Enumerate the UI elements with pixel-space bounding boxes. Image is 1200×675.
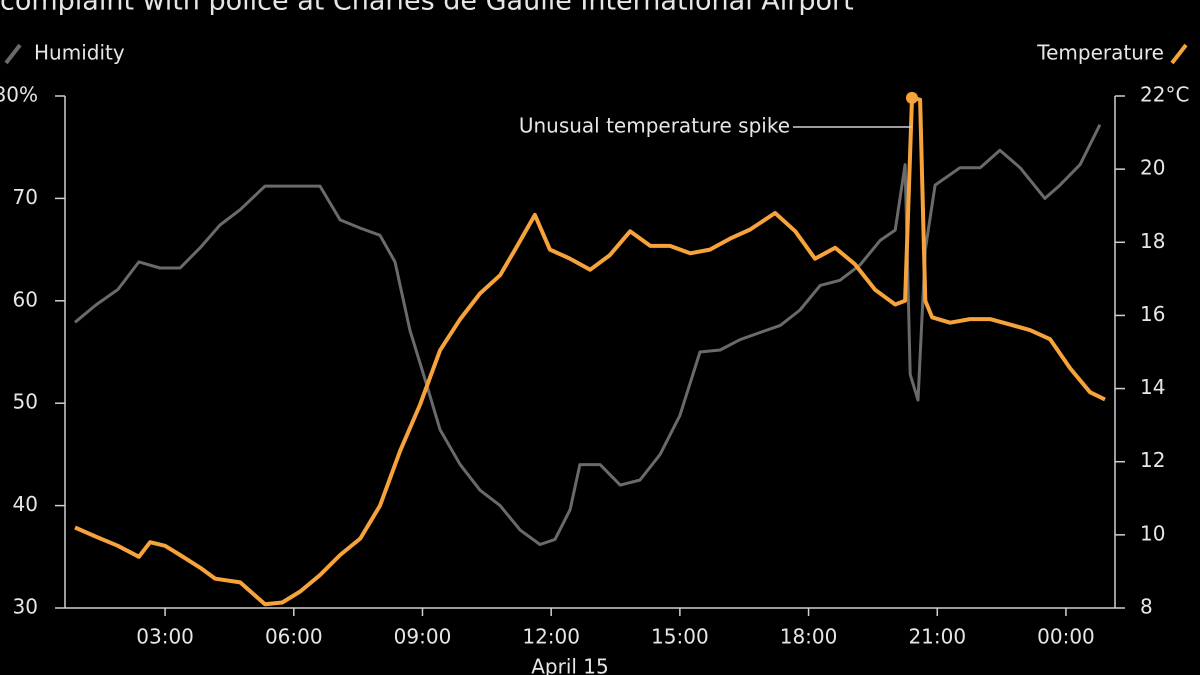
legend-label: Temperature: [1036, 41, 1164, 65]
y2-tick-label: 12: [1140, 448, 1165, 472]
y2-tick-label: 10: [1140, 521, 1165, 545]
y2-tick-label: 16: [1140, 302, 1165, 326]
chart-title: complaint with police at Charles de Gaul…: [0, 0, 854, 17]
x-tick-label: 18:00: [780, 625, 838, 649]
y-tick-label: 50: [13, 390, 38, 414]
spike-marker: [905, 91, 918, 104]
y-tick-label: 80%: [0, 83, 38, 107]
y-tick-label: 40: [13, 492, 38, 516]
annotation: Unusual temperature spike: [519, 114, 790, 138]
y-tick-label: 70: [13, 185, 38, 209]
y-tick-label: 60: [13, 287, 38, 311]
legend-swatch: [1170, 43, 1188, 65]
date-label: April 15: [531, 655, 609, 675]
y2-tick-label: 14: [1140, 375, 1165, 399]
x-tick-label: 12:00: [522, 625, 580, 649]
x-tick-label: 15:00: [651, 625, 709, 649]
y2-tick-label: 18: [1140, 229, 1165, 253]
x-tick-label: 00:00: [1037, 625, 1095, 649]
legend-swatch: [4, 43, 22, 65]
y2-tick-label: 8: [1140, 595, 1153, 619]
y2-tick-label: 20: [1140, 156, 1165, 180]
legend-label: Humidity: [34, 41, 125, 65]
x-tick-label: 06:00: [265, 625, 323, 649]
x-tick-label: 09:00: [394, 625, 452, 649]
x-tick-label: 21:00: [908, 625, 966, 649]
y2-tick-label: 22°C: [1140, 83, 1189, 107]
y-tick-label: 30: [13, 595, 38, 619]
line-1: [74, 95, 1106, 607]
x-tick-label: 03:00: [136, 625, 194, 649]
